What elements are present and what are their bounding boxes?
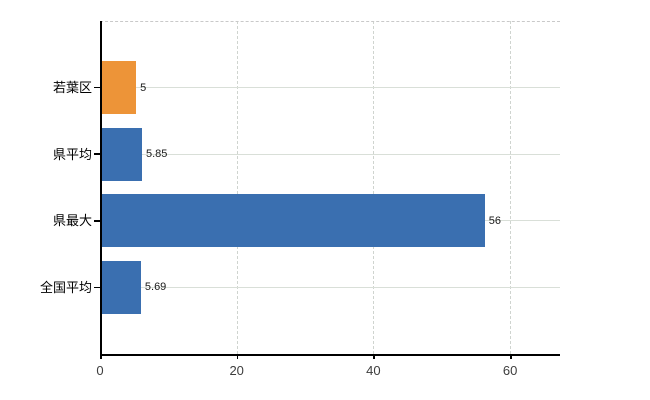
horizontal-gridline [100,286,560,288]
bar-value-label: 56 [488,214,501,227]
y-axis-tick-mark [94,153,100,155]
x-axis-tick-mark [236,354,239,359]
bar-value-label: 5.85 [145,148,168,161]
y-axis-tick-mark [94,86,100,89]
x-axis-tick-label: 0 [96,363,104,378]
bar-1 [102,127,142,181]
vertical-gridline [373,21,375,354]
vertical-gridline [236,21,238,354]
bar-3 [102,260,141,314]
bar-2 [102,194,485,248]
horizontal-gridline [100,87,560,89]
vertical-gridline [510,21,512,354]
bar-value-label: 5.69 [144,281,167,294]
bar-value-label: 5 [140,81,147,94]
plot-top-border [100,21,560,22]
category-label: 県最大 [52,213,92,229]
x-axis-tick-mark [100,354,102,359]
category-label: 全国平均 [39,279,92,295]
x-axis-tick-label: 60 [502,363,518,378]
horizontal-gridline [100,153,560,155]
plot-area: 5 5.85 56 5.69 [100,21,560,356]
y-axis-tick-mark [94,286,100,289]
x-axis-tick-mark [510,354,512,359]
x-axis-tick-mark [373,354,375,359]
x-axis-line [100,354,560,356]
y-axis-line [100,21,102,354]
category-label: 県平均 [52,146,92,162]
category-label: 若葉区 [52,80,92,96]
x-axis-tick-label: 40 [366,363,381,378]
x-axis-tick-label: 20 [229,363,244,378]
y-axis-tick-mark [94,220,100,222]
bar-0 [102,61,137,115]
